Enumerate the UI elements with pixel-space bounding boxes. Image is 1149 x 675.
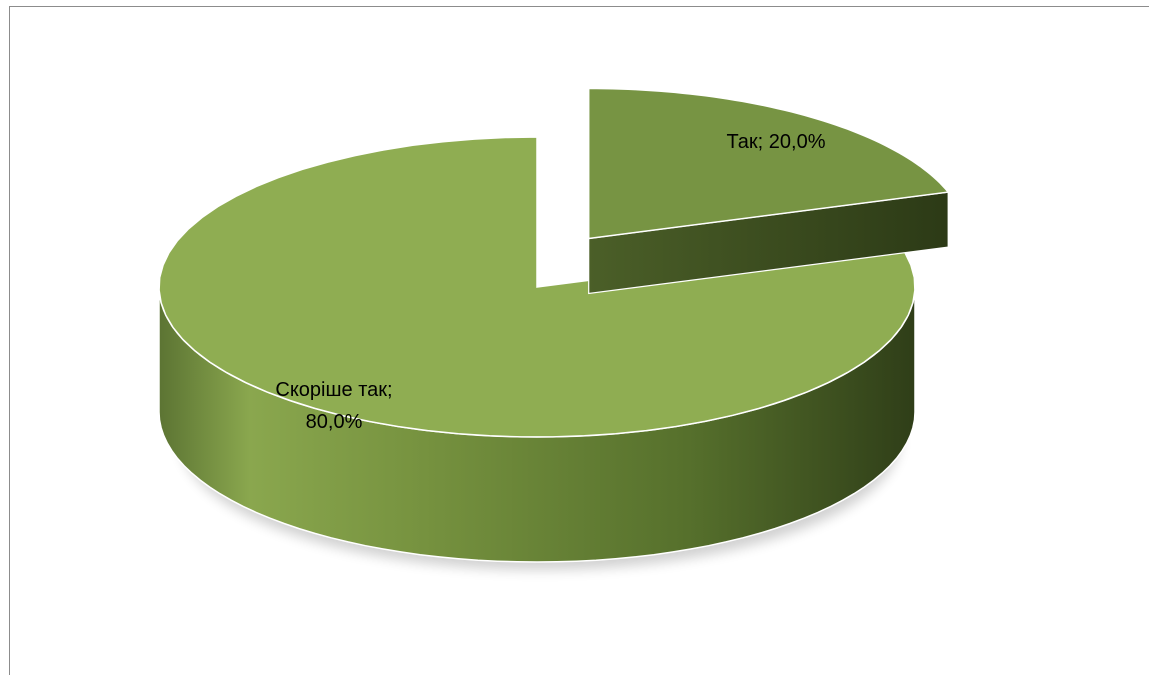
chart-frame <box>9 6 1149 675</box>
data-label-skorishe-tak-line1: Скоріше так; <box>275 379 392 401</box>
slice-tak <box>587 87 950 295</box>
slice-skorishe-tak <box>158 136 916 563</box>
slice-skorishe-tak-top <box>158 136 916 438</box>
data-label-tak: Так; 20,0% <box>726 131 825 153</box>
data-label-skorishe-tak-line2: 80,0% <box>306 411 363 433</box>
slice-tak-top <box>587 87 950 240</box>
